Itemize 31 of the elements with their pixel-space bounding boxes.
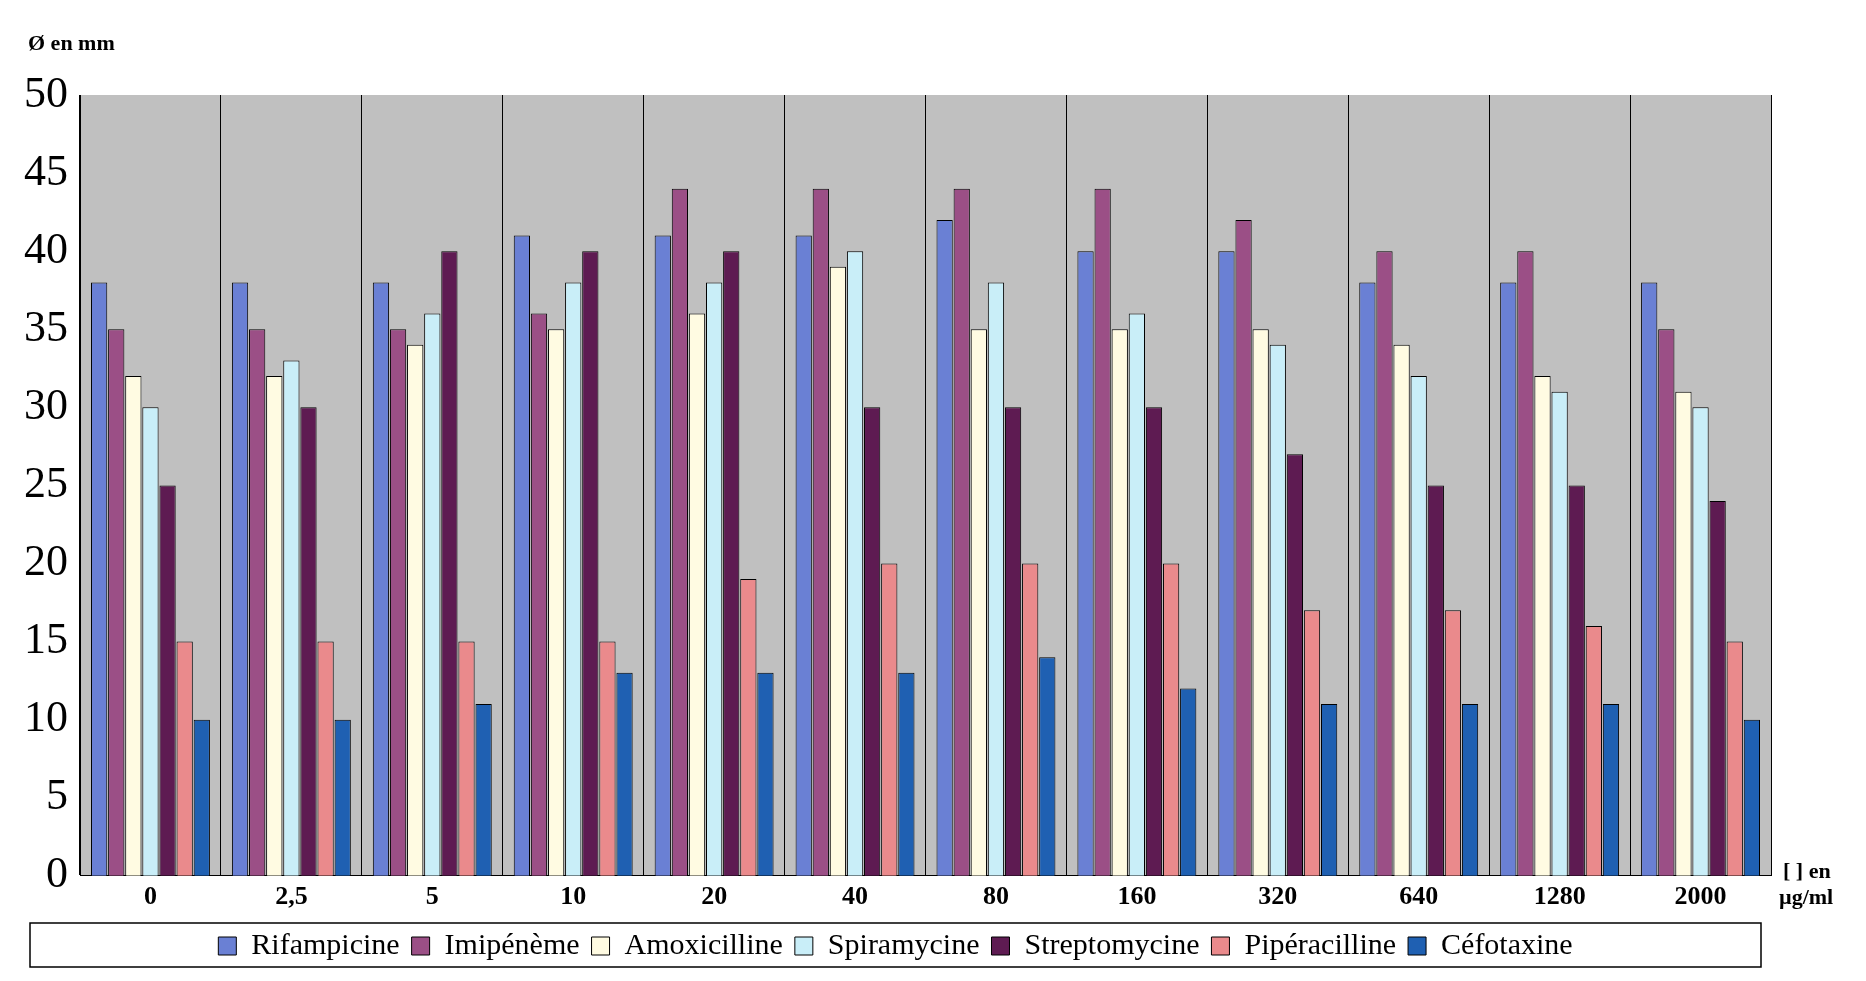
- legend-label: Streptomycine: [1024, 926, 1200, 960]
- x-tick-label: 640: [1399, 881, 1439, 911]
- y-tick-label: 35: [24, 301, 68, 351]
- legend-label: Imipénème: [444, 926, 580, 960]
- x-tick-label: 2,5: [275, 881, 308, 911]
- y-tick-label: 25: [24, 457, 68, 507]
- y-tick-label: 20: [24, 536, 68, 586]
- x-tick-label: 1280: [1533, 881, 1586, 911]
- y-tick-label: 30: [24, 379, 68, 429]
- x-tick-label: 160: [1117, 881, 1157, 911]
- y-axis-title: Ø en mm: [28, 29, 115, 55]
- legend-label: Pipéracilline: [1244, 926, 1397, 960]
- y-tick-label: 50: [24, 67, 68, 117]
- y-tick-label: 15: [24, 614, 68, 664]
- y-tick-label: 45: [24, 145, 68, 195]
- x-tick-label: 20: [701, 881, 728, 911]
- x-tick-label: 80: [982, 881, 1009, 911]
- legend-label: Spiramycine: [827, 926, 980, 960]
- legend-label: Amoxicilline: [624, 926, 783, 960]
- x-tick-label: 320: [1258, 881, 1298, 911]
- x-tick-label: 5: [425, 881, 439, 911]
- x-tick-label: 10: [560, 881, 587, 911]
- y-tick-label: 40: [24, 223, 68, 273]
- legend-label: Rifampicine: [251, 926, 400, 960]
- y-tick-label: 10: [24, 692, 68, 742]
- x-tick-label: 0: [143, 881, 157, 911]
- y-tick-label: 5: [46, 770, 68, 820]
- legend-label: Céfotaxine: [1441, 926, 1573, 960]
- x-tick-label: 2000: [1674, 881, 1727, 911]
- x-axis-title: [ ] en µg/ml: [1779, 858, 1834, 910]
- x-tick-label: 40: [842, 881, 869, 911]
